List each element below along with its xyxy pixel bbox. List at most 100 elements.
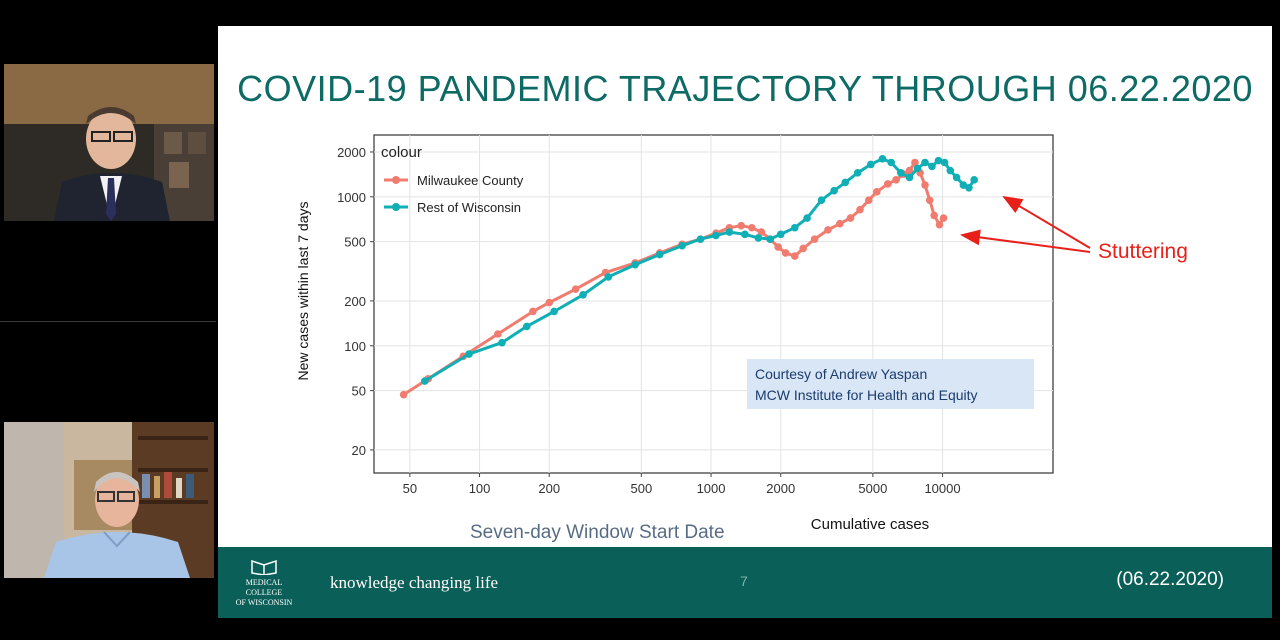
- data-point-rest-of-wisconsin: [878, 154, 887, 163]
- data-point-rest-of-wisconsin: [678, 241, 686, 250]
- data-point-milwaukee: [737, 221, 746, 230]
- data-point-rest-of-wisconsin: [550, 307, 558, 316]
- data-point-milwaukee: [781, 249, 790, 257]
- slide-title: COVID-19 PANDEMIC TRAJECTORY THROUGH 06.…: [237, 68, 1253, 109]
- credit-box: Courtesy of Andrew Yaspan MCW Institute …: [747, 359, 1034, 409]
- x-tick-label: 5000: [858, 481, 887, 496]
- data-point-rest-of-wisconsin: [712, 231, 720, 240]
- data-point-milwaukee: [939, 214, 948, 222]
- data-point-milwaukee: [935, 220, 944, 229]
- data-point-rest-of-wisconsin: [741, 230, 749, 239]
- data-point-rest-of-wisconsin: [790, 223, 799, 232]
- data-point-milwaukee: [905, 166, 914, 175]
- data-point-rest-of-wisconsin: [841, 178, 850, 187]
- data-point-rest-of-wisconsin: [465, 350, 473, 358]
- data-point-rest-of-wisconsin: [970, 176, 978, 184]
- page-number: 7: [740, 573, 748, 589]
- data-point-rest-of-wisconsin: [830, 186, 838, 195]
- logo-line-1: MEDICAL: [245, 578, 283, 587]
- data-point-milwaukee: [810, 235, 819, 243]
- data-point-rest-of-wisconsin: [498, 338, 506, 347]
- x-tick-label: 1000: [697, 481, 726, 496]
- data-point-rest-of-wisconsin: [867, 160, 875, 169]
- y-tick-label: 1000: [337, 190, 366, 205]
- data-point-rest-of-wisconsin: [946, 166, 955, 175]
- y-tick-label: 50: [352, 384, 366, 399]
- slide-footer: MEDICAL COLLEGE OF WISCONSIN knowledge c…: [218, 547, 1272, 618]
- data-point-milwaukee: [494, 330, 502, 338]
- x-tick-label: 100: [469, 481, 491, 496]
- data-point-rest-of-wisconsin: [887, 158, 895, 167]
- data-point-milwaukee: [856, 205, 864, 214]
- data-point-rest-of-wisconsin: [631, 260, 639, 269]
- data-point-milwaukee: [911, 158, 919, 167]
- annotation-arrow-milwaukee: [960, 229, 1091, 253]
- data-point-rest-of-wisconsin: [754, 234, 763, 242]
- series-layer: [399, 154, 978, 399]
- y-axis-label: New cases within last 7 days: [295, 202, 311, 381]
- y-tick-label: 200: [344, 294, 366, 309]
- data-point-rest-of-wisconsin: [766, 235, 774, 243]
- chart-area: 20 50 100 200 500 1000 2000 50 100 200 500 1000 2000…: [295, 134, 1091, 533]
- data-point-milwaukee: [925, 196, 934, 204]
- y-tick-label: 100: [344, 339, 366, 354]
- data-point-rest-of-wisconsin: [696, 235, 705, 243]
- data-point-milwaukee: [883, 180, 892, 188]
- legend-marker-rest: [392, 203, 400, 211]
- data-point-milwaukee: [545, 298, 554, 307]
- data-point-rest-of-wisconsin: [905, 173, 914, 182]
- data-point-rest-of-wisconsin: [604, 273, 613, 281]
- x-tick-label: 50: [403, 481, 417, 496]
- overlapping-subtitle: Seven-day Window Start Date: [470, 522, 725, 543]
- series-line-milwaukee: [402, 161, 945, 396]
- legend-title: colour: [381, 144, 422, 161]
- x-tick-label: 10000: [924, 481, 960, 496]
- data-point-rest-of-wisconsin: [913, 164, 922, 173]
- x-axis-label: Cumulative cases: [811, 516, 929, 533]
- annotation-arrow-rest: [1002, 195, 1091, 249]
- data-point-rest-of-wisconsin: [817, 196, 826, 204]
- plot-panel: [373, 134, 1054, 474]
- legend-label-milwaukee: Milwaukee County: [417, 173, 524, 188]
- presenter-top-video: [4, 64, 214, 221]
- axis-ticks: 20 50 100 200 500 1000 2000 50 100 200 500 1000 2000…: [337, 145, 961, 496]
- x-tick-label: 2000: [766, 481, 795, 496]
- data-point-milwaukee: [873, 188, 881, 196]
- data-point-rest-of-wisconsin: [725, 228, 734, 236]
- plot-frame: [373, 134, 1054, 474]
- data-point-milwaukee: [774, 243, 782, 251]
- mcw-logo: MEDICAL COLLEGE OF WISCONSIN: [232, 557, 296, 613]
- tile-divider: [0, 321, 216, 322]
- logo-line-2: COLLEGE: [245, 588, 283, 597]
- video-tile-presenter-bottom[interactable]: [4, 422, 214, 578]
- data-point-rest-of-wisconsin: [896, 168, 905, 177]
- data-point-rest-of-wisconsin: [940, 158, 949, 167]
- data-point-milwaukee: [846, 214, 855, 222]
- legend-marker-milwaukee: [392, 176, 400, 184]
- y-tick-label: 2000: [337, 145, 366, 160]
- legend: colour Milwaukee County Rest of Wisconsi…: [381, 144, 524, 215]
- data-point-rest-of-wisconsin: [853, 168, 862, 177]
- shared-slide: COVID-19 PANDEMIC TRAJECTORY THROUGH 06.…: [218, 26, 1272, 618]
- legend-label-rest: Rest of Wisconsin: [417, 200, 521, 215]
- annotation-stuttering: Stuttering: [1098, 240, 1188, 263]
- data-point-milwaukee: [836, 219, 844, 228]
- data-point-milwaukee: [799, 244, 807, 253]
- data-point-rest-of-wisconsin: [928, 162, 936, 171]
- data-point-rest-of-wisconsin: [523, 322, 531, 331]
- data-point-milwaukee: [892, 176, 900, 184]
- book-icon: [251, 559, 277, 576]
- logo-line-3: OF WISCONSIN: [235, 598, 293, 607]
- data-point-rest-of-wisconsin: [803, 214, 811, 222]
- data-point-milwaukee: [824, 226, 832, 234]
- data-point-rest-of-wisconsin: [655, 250, 664, 259]
- grid-lines: [374, 135, 1053, 473]
- video-tile-presenter-top[interactable]: [4, 64, 214, 221]
- data-point-rest-of-wisconsin: [965, 183, 973, 192]
- credit-line-2: MCW Institute for Health and Equity: [755, 387, 978, 403]
- data-point-rest-of-wisconsin: [921, 158, 929, 167]
- data-point-rest-of-wisconsin: [776, 230, 785, 239]
- data-point-milwaukee: [748, 223, 756, 232]
- data-point-milwaukee: [571, 285, 580, 293]
- data-point-rest-of-wisconsin: [420, 377, 429, 385]
